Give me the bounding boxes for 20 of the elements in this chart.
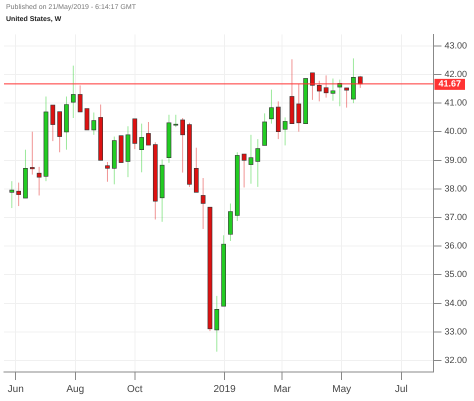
y-tick-label: 34.00 — [444, 298, 468, 308]
x-tick-label: Aug — [66, 384, 84, 395]
ref-line-label: 41.67 — [438, 78, 462, 88]
y-tick-label: 36.00 — [444, 240, 468, 251]
y-tick-label: 41.00 — [444, 98, 468, 108]
x-tick-label: Jun — [8, 384, 24, 395]
x-tick-label: May — [332, 384, 352, 395]
y-tick-label: 32.00 — [444, 355, 468, 366]
y-tick-label: 39.00 — [444, 154, 468, 165]
y-tick-label: 40.00 — [444, 126, 468, 136]
y-tick-label: 33.00 — [444, 326, 468, 336]
x-tick-label: 2019 — [213, 384, 236, 395]
y-tick-label: 35.00 — [444, 269, 468, 280]
x-tick-label: Mar — [274, 384, 292, 395]
y-tick-label: 38.00 — [444, 183, 468, 194]
y-tick-label: 37.00 — [444, 212, 468, 222]
x-tick-label: Oct — [127, 384, 143, 395]
x-tick-label: Jul — [394, 384, 408, 395]
y-tick-label: 42.00 — [444, 68, 468, 79]
y-tick-label: 43.00 — [444, 40, 468, 50]
